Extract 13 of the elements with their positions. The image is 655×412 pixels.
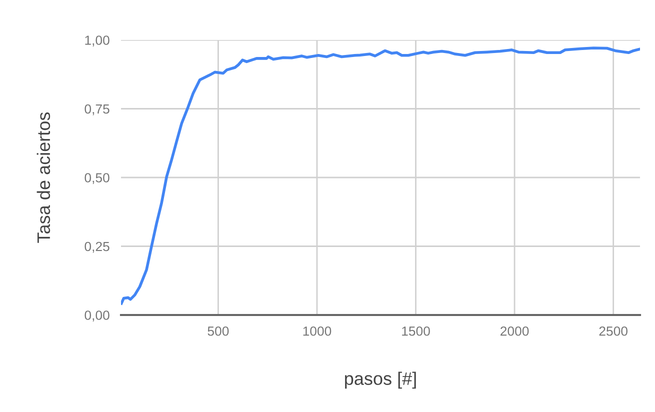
line-series (121, 46, 640, 305)
x-tick-label: 500 (208, 326, 229, 336)
x-tick-label: 1500 (402, 326, 430, 336)
x-tick-label: 2000 (500, 326, 529, 336)
y-tick-label: 0,50 (84, 173, 110, 184)
y-tick-label: 0,75 (84, 104, 110, 116)
y-axis-title: Tasa de aciertos (36, 112, 50, 243)
x-tick-label: 2500 (599, 326, 628, 336)
y-tick-label: 0,00 (84, 310, 110, 322)
y-tick-label: 0,25 (84, 242, 110, 253)
x-tick-label: 1000 (303, 326, 332, 336)
x-axis-title: pasos [#] (345, 372, 416, 389)
y-tick-label: 1,00 (85, 36, 110, 46)
